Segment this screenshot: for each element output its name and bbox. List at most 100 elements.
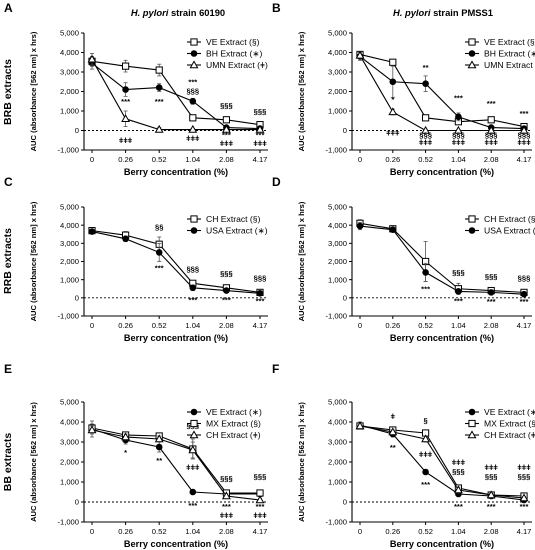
legend-label: VE Extract (∗) xyxy=(206,407,262,417)
legend-marker xyxy=(190,227,198,234)
panel-d: D -1,000 0 1,000 2,000 3,000 4,000 5,000 0 0.26 0.… xyxy=(272,175,535,343)
data-point xyxy=(486,125,496,134)
data-point xyxy=(189,97,197,105)
significance-mark: *** xyxy=(421,480,430,489)
y-tick-label: 0 xyxy=(75,498,79,507)
data-point xyxy=(154,124,164,133)
y-axis-label: AUC (absorbance [562 nm] x hrs) xyxy=(297,201,306,321)
legend-label: UMN Extract (ǂ) xyxy=(206,60,268,70)
data-point xyxy=(87,54,97,63)
y-tick-label: 4,000 xyxy=(60,418,79,427)
y-tick-label: 1,000 xyxy=(60,107,79,116)
legend-marker xyxy=(190,215,198,223)
data-point xyxy=(121,432,131,441)
x-tick-label: 1.04 xyxy=(451,527,466,536)
y-tick-label: 2,000 xyxy=(60,458,79,467)
data-point xyxy=(520,290,528,298)
legend-marker xyxy=(467,60,477,69)
legend-label: BH Extract (∗) xyxy=(484,49,535,59)
data-point xyxy=(486,490,496,499)
y-tick-label: 5,000 xyxy=(328,29,347,38)
panel-title: H. pylori strain 60190 xyxy=(131,7,225,18)
panel-f: F -1,000 0 1,000 2,000 3,000 4,000 5,000 0 0.26 0.… xyxy=(272,362,535,549)
significance-mark: §§§ xyxy=(452,467,465,476)
data-point xyxy=(519,125,529,134)
series-3 xyxy=(87,53,265,133)
y-tick-label: 5,000 xyxy=(60,29,79,38)
significance-mark: ǂǂǂ xyxy=(517,463,531,472)
x-tick-label: 0.52 xyxy=(152,155,167,164)
data-point xyxy=(221,124,231,133)
data-point xyxy=(487,289,495,296)
x-axis-label: Berry concentration (%) xyxy=(124,539,228,549)
significance-mark: §§§ xyxy=(518,472,531,481)
panel-label: A xyxy=(4,1,13,15)
y-tick-label: 0 xyxy=(343,294,347,303)
significance-mark: ǂǂǂ xyxy=(220,139,234,148)
y-axis-label: AUC (absorbance [562 nm] x hrs) xyxy=(29,402,38,522)
significance-mark: ǂǂǂ xyxy=(119,136,133,145)
legend-label: USA Extract (∗) xyxy=(484,226,535,236)
significance-mark: *** xyxy=(454,296,463,305)
row-label: BRB extracts xyxy=(2,59,14,125)
x-tick-label: 2.08 xyxy=(219,155,234,164)
legend-marker xyxy=(468,38,476,46)
series-1 xyxy=(88,227,264,296)
data-point xyxy=(422,468,429,476)
data-point xyxy=(421,125,431,134)
significance-mark: *** xyxy=(487,502,496,511)
x-tick-label: 1.04 xyxy=(451,321,466,330)
legend-marker xyxy=(468,227,476,234)
significance-mark: *** xyxy=(454,502,463,511)
y-tick-label: 3,000 xyxy=(328,68,347,77)
y-tick-label: 5,000 xyxy=(328,398,347,407)
x-tick-label: 4.17 xyxy=(253,321,268,330)
y-tick-label: -1,000 xyxy=(57,146,79,155)
y-tick-label: 1,000 xyxy=(328,275,347,284)
data-point xyxy=(256,289,264,297)
strain-species: H. pylori xyxy=(131,7,171,18)
panel-e: E BB extracts -1,000 0 1,000 2,000 3,000 4,000 5… xyxy=(2,362,268,549)
significance-mark: §§§ xyxy=(485,130,498,139)
y-tick-label: 1,000 xyxy=(328,107,347,116)
data-point xyxy=(87,425,97,434)
significance-mark: *** xyxy=(222,502,231,511)
data-point xyxy=(155,66,163,74)
significance-mark: §§§ xyxy=(485,472,498,481)
data-point xyxy=(388,427,398,436)
x-tick-label: 0.52 xyxy=(152,321,167,330)
significance-mark: §§§ xyxy=(518,274,531,283)
x-tick-label: 4.17 xyxy=(253,527,268,536)
x-tick-label: 2.08 xyxy=(219,527,234,536)
panel-c: C RRB extracts -1,000 0 1,000 2,000 3,000 4,000… xyxy=(2,175,268,343)
significance-mark: ** xyxy=(423,63,429,72)
series-line xyxy=(91,62,261,130)
data-point xyxy=(154,434,164,443)
data-point xyxy=(388,107,398,116)
significance-mark: *** xyxy=(256,502,265,511)
legend-label: CH Extract (§) xyxy=(206,214,261,224)
legend-label: CH Extract (§) xyxy=(484,214,535,224)
legend-label: CH Extract (ǂ) xyxy=(484,430,535,440)
y-tick-label: 3,000 xyxy=(60,68,79,77)
data-point xyxy=(222,116,231,124)
x-tick-label: 4.17 xyxy=(517,155,532,164)
y-tick-label: 0 xyxy=(75,294,79,303)
x-tick-label: 0.26 xyxy=(118,321,133,330)
significance-mark: ǂǂǂ xyxy=(186,134,200,143)
y-tick-label: 3,000 xyxy=(60,438,79,447)
data-point xyxy=(155,84,163,91)
x-tick-label: 0 xyxy=(90,321,94,330)
series-line xyxy=(91,230,261,293)
legend-marker xyxy=(190,38,198,46)
y-tick-label: 4,000 xyxy=(328,221,347,230)
significance-mark: ǂǂǂ xyxy=(485,463,499,472)
strain-name: strain PMSS1 xyxy=(433,7,493,18)
data-point xyxy=(453,485,463,494)
y-tick-label: 0 xyxy=(75,126,79,135)
data-point xyxy=(221,491,231,500)
significance-mark: ǂǂǂ xyxy=(452,458,466,467)
data-point xyxy=(189,284,197,292)
panel-title: H. pylori strain PMSS1 xyxy=(393,7,493,18)
